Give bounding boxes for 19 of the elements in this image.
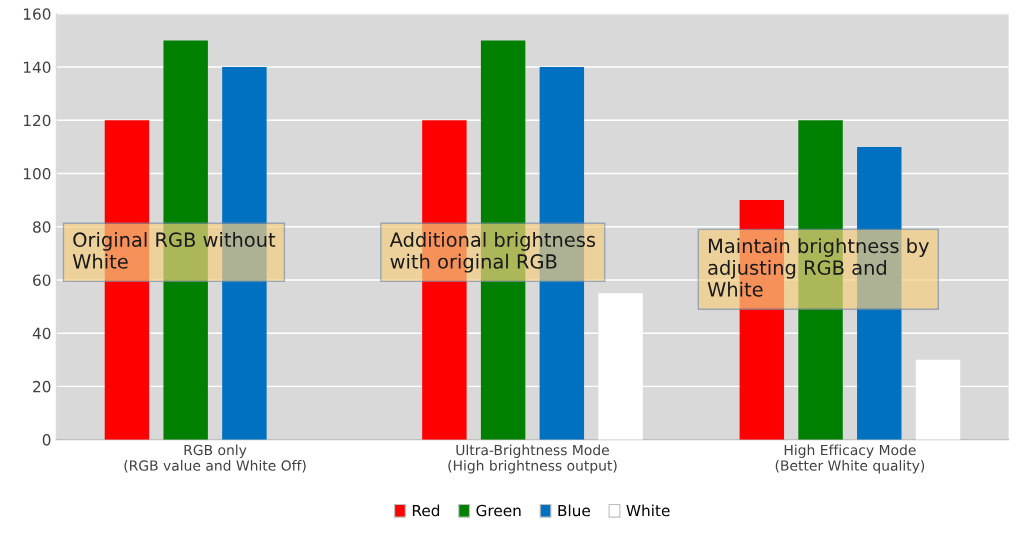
legend-label: Blue (558, 504, 590, 517)
y-tick-label: 140 (23, 61, 51, 74)
x-tick-label: RGB only (RGB value and White Off) (124, 444, 306, 473)
y-tick-label: 40 (32, 327, 51, 340)
annotation: Maintain brightness by adjusting RGB and White (707, 238, 929, 297)
y-tick-label: 0 (42, 434, 51, 446)
y-tick-label: 80 (33, 221, 51, 233)
annotation: Additional brightness with original RGB (389, 231, 596, 273)
legend-label: Green (476, 504, 521, 517)
y-tick-label: 60 (33, 274, 51, 286)
legend-label: White (626, 504, 670, 517)
y-tick-label: 160 (23, 8, 51, 20)
y-tick-label: 20 (33, 380, 51, 393)
y-tick-label: 100 (23, 167, 51, 180)
x-tick-label: Ultra-Brightness Mode (High brightness output) (448, 444, 617, 474)
annotation: Original RGB without White (72, 231, 276, 269)
legend-label: Red (412, 504, 440, 517)
y-tick-label: 120 (23, 114, 51, 127)
x-tick-label: High Efficacy Mode (Better White quality) (775, 444, 925, 474)
